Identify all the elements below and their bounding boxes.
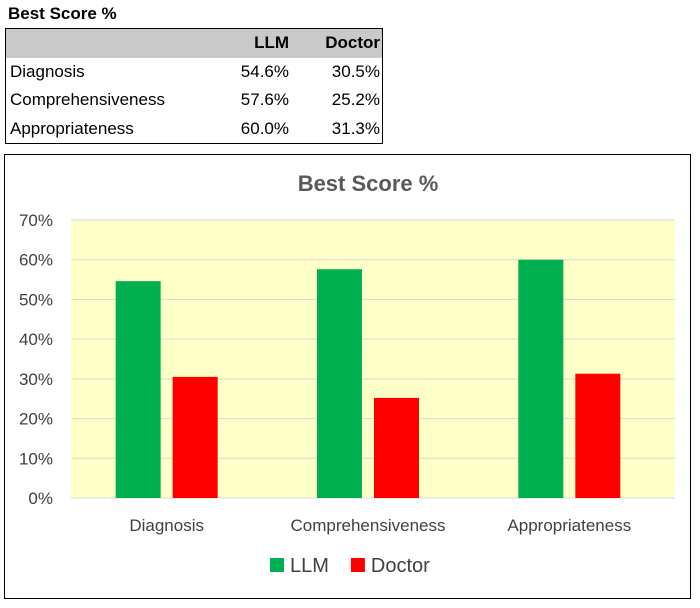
bar-doctor <box>172 376 218 498</box>
llm-cell: 60.0% <box>240 118 289 138</box>
bar-llm <box>115 281 161 498</box>
row-label: Appropriateness <box>10 118 134 138</box>
x-tick-label: Appropriateness <box>507 516 631 535</box>
table-header-row: LLM Doctor <box>6 29 382 58</box>
llm-cell: 54.6% <box>240 61 289 81</box>
legend-label-llm: LLM <box>290 555 329 577</box>
y-tick-label: 0% <box>28 489 53 508</box>
doctor-cell: 30.5% <box>331 61 380 81</box>
bar-doctor <box>575 373 621 498</box>
table-row: Appropriateness 60.0% 31.3% <box>6 115 382 144</box>
bar-llm <box>317 269 362 498</box>
legend-label-doctor: Doctor <box>371 555 430 577</box>
doctor-cell: 31.3% <box>331 118 380 138</box>
y-tick-label: 60% <box>19 251 53 270</box>
chart-title: Best Score % <box>298 171 439 196</box>
legend-swatch-llm <box>270 558 284 572</box>
plot-area <box>71 220 675 498</box>
chart-container: Best Score % 0% 10% 20% 30% 40% 50% 60% 70% Diagn… <box>4 154 691 599</box>
table-row: Diagnosis 54.6% 30.5% <box>6 58 382 87</box>
bar-llm <box>518 259 564 498</box>
bar-chart: Best Score % 0% 10% 20% 30% 40% 50% 60% 70% Diagn… <box>19 171 675 577</box>
y-tick-label: 20% <box>19 410 53 429</box>
y-tick-label: 70% <box>19 211 53 230</box>
table-title: Best Score % <box>8 4 117 23</box>
score-table: LLM Doctor Diagnosis 54.6% 30.5% Compreh… <box>5 28 383 144</box>
y-tick-label: 10% <box>19 449 53 468</box>
bar-doctor <box>374 397 419 498</box>
row-label: Diagnosis <box>10 61 85 81</box>
x-tick-label: Diagnosis <box>129 516 204 535</box>
legend-swatch-doctor <box>350 558 365 572</box>
header-cell-llm: LLM <box>254 33 289 53</box>
y-tick-label: 40% <box>19 330 53 349</box>
row-label: Comprehensiveness <box>10 90 165 110</box>
y-tick-label: 50% <box>19 290 53 309</box>
x-tick-label: Comprehensiveness <box>291 516 446 535</box>
table-row: Comprehensiveness 57.6% 25.2% <box>6 86 382 115</box>
header-cell-doctor: Doctor <box>325 33 380 53</box>
llm-cell: 57.6% <box>240 90 289 110</box>
doctor-cell: 25.2% <box>331 90 380 110</box>
y-tick-label: 30% <box>19 370 53 389</box>
